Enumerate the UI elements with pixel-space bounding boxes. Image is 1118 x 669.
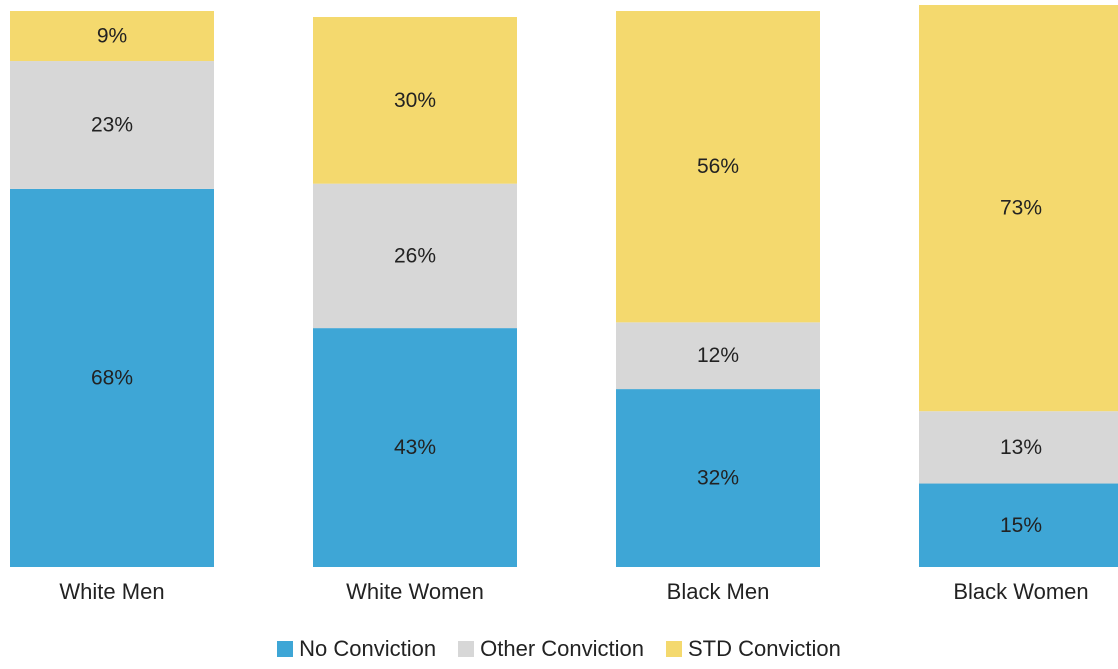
bars-layer (10, 5, 1118, 567)
data-label-white-men-no-conviction: 68% (91, 366, 133, 389)
data-label-black-women-std-conviction: 73% (1000, 197, 1042, 220)
x-tick-black-men: Black Men (667, 579, 770, 604)
legend-label-other-conviction: Other Conviction (480, 636, 644, 662)
data-label-black-women-other-conviction: 13% (1000, 436, 1042, 459)
legend-item-std-conviction: STD Conviction (666, 636, 841, 662)
data-label-black-men-no-conviction: 32% (697, 467, 739, 490)
data-label-black-men-other-conviction: 12% (697, 344, 739, 367)
legend-item-other-conviction: Other Conviction (458, 636, 644, 662)
legend-swatch-no-conviction (277, 641, 293, 657)
x-tick-white-men: White Men (59, 579, 164, 604)
data-label-white-men-std-conviction: 9% (97, 25, 127, 48)
legend-label-std-conviction: STD Conviction (688, 636, 841, 662)
data-label-white-women-other-conviction: 26% (394, 244, 436, 267)
legend: No Conviction Other Conviction STD Convi… (0, 636, 1118, 662)
x-tick-white-women: White Women (346, 579, 484, 604)
data-labels-layer: 68% 23% 9% 43% 26% 30% 32% 12% 56% 15% 13% 73% (91, 25, 1042, 537)
legend-swatch-std-conviction (666, 641, 682, 657)
data-label-white-men-other-conviction: 23% (91, 113, 133, 136)
x-tick-labels: White Men White Women Black Men Black Women (59, 579, 1088, 604)
data-label-black-women-no-conviction: 15% (1000, 514, 1042, 537)
data-label-white-women-std-conviction: 30% (394, 89, 436, 112)
legend-swatch-other-conviction (458, 641, 474, 657)
data-label-white-women-no-conviction: 43% (394, 436, 436, 459)
legend-label-no-conviction: No Conviction (299, 636, 436, 662)
data-label-black-men-std-conviction: 56% (697, 155, 739, 178)
legend-item-no-conviction: No Conviction (277, 636, 436, 662)
x-tick-black-women: Black Women (953, 579, 1088, 604)
